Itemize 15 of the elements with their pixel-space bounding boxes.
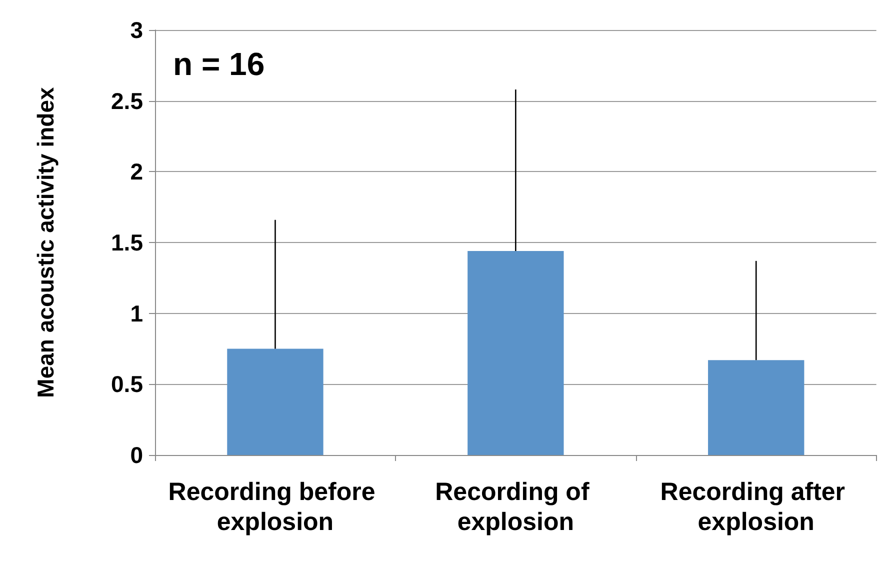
y-tick-label: 3 — [130, 17, 143, 43]
y-tick-label: 0.5 — [111, 371, 144, 398]
y-axis-title: Mean acoustic activity index — [32, 86, 58, 398]
x-tick-label: Recording of explosion — [435, 478, 596, 536]
x-tick-label: Recording before explosion — [168, 478, 382, 536]
bar — [468, 251, 564, 455]
bar — [708, 360, 804, 455]
y-tick-label: 2 — [130, 158, 143, 185]
bar — [227, 348, 324, 455]
y-tick-label: 2.5 — [111, 88, 144, 114]
annotation: n = 16 — [173, 46, 265, 82]
x-tick-label: Recording after explosion — [660, 478, 852, 536]
y-tick-label: 1 — [130, 300, 144, 326]
y-tick-label: 0 — [130, 442, 143, 468]
y-tick-label: 1.5 — [111, 230, 144, 256]
